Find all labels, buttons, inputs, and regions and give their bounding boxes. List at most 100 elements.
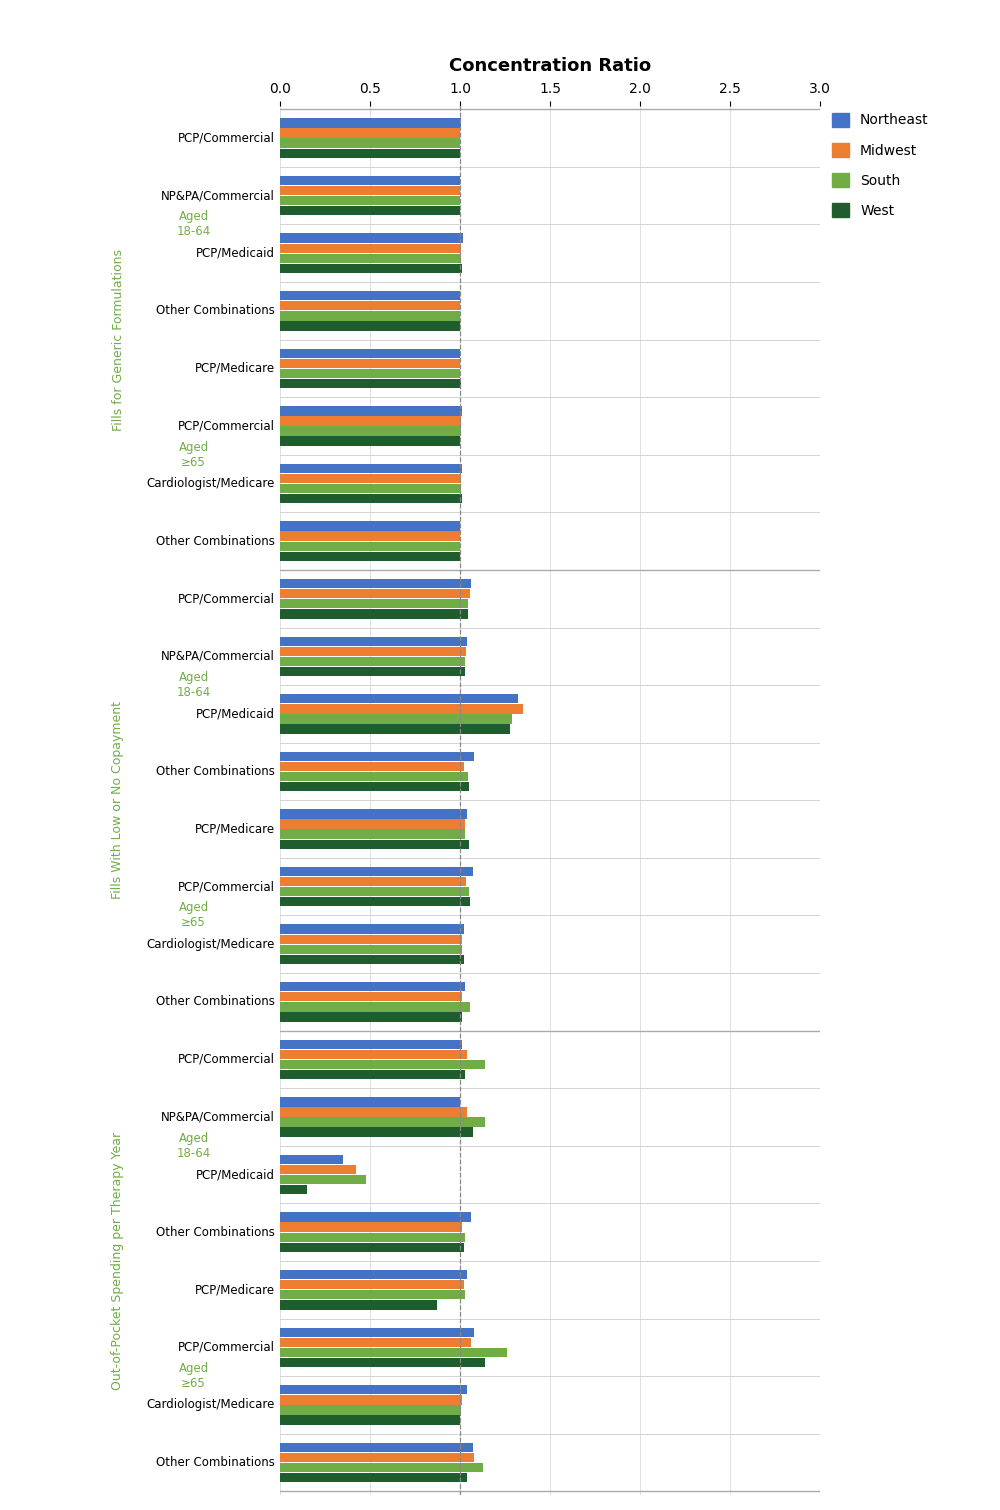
Text: PCP/Medicaid: PCP/Medicaid [196,707,275,720]
Bar [280,1270,467,1279]
Bar [280,186,460,195]
Bar [280,1415,460,1425]
Bar [280,1128,473,1137]
Bar [280,1395,462,1404]
Bar [280,474,461,483]
Text: Fills With Low or No Copayment: Fills With Low or No Copayment [112,701,124,900]
Bar [280,589,470,598]
Bar [280,1164,356,1175]
Bar [280,1213,471,1222]
Text: NP&PA/Commercial: NP&PA/Commercial [161,1110,275,1123]
Text: Other Combinations: Other Combinations [156,995,275,1009]
Bar [280,300,460,311]
Bar [280,1243,464,1252]
Bar [280,1357,485,1367]
Text: Other Combinations: Other Combinations [156,1456,275,1469]
Bar [280,1463,483,1472]
Text: PCP/Medicaid: PCP/Medicaid [196,1169,275,1181]
Text: NP&PA/Commercial: NP&PA/Commercial [161,649,275,663]
Bar [280,924,464,933]
Bar [280,886,469,897]
Bar [280,1107,467,1117]
Bar [280,992,462,1001]
Bar [280,379,461,388]
Bar [280,646,466,655]
Legend: Northeast, Midwest, South, West: Northeast, Midwest, South, West [832,113,929,217]
Bar [280,359,460,368]
Text: Aged
18-64: Aged 18-64 [176,210,211,239]
Bar [280,761,464,772]
Bar [280,752,474,761]
Bar [280,1442,473,1453]
Bar [280,782,469,791]
Text: Fills for Generic Formulations: Fills for Generic Formulations [112,249,124,430]
Bar [280,1385,467,1395]
Bar [280,945,462,954]
Bar [280,175,460,186]
Text: Aged
18-64: Aged 18-64 [176,1132,211,1160]
Text: PCP/Commercial: PCP/Commercial [178,880,275,894]
Bar [280,704,523,714]
Text: PCP/Medicare: PCP/Medicare [194,362,275,374]
Bar [280,118,461,128]
Bar [280,322,460,331]
Bar [280,196,460,205]
Text: Other Combinations: Other Combinations [156,766,275,778]
Bar [280,867,473,876]
Bar [280,1453,474,1462]
Bar [280,1300,437,1309]
Bar [280,205,460,216]
Bar [280,311,460,320]
Bar [280,494,462,503]
Bar [280,436,460,445]
Bar [280,1327,474,1336]
Bar [280,417,461,426]
Bar [280,368,460,378]
Bar [280,1406,461,1415]
Bar [280,1012,462,1022]
Bar [280,954,464,963]
Text: Aged
≥65: Aged ≥65 [178,901,209,930]
Text: NP&PA/Commercial: NP&PA/Commercial [161,189,275,202]
Bar [280,243,461,252]
Bar [280,609,468,619]
Text: PCP/Commercial: PCP/Commercial [178,592,275,606]
Bar [280,1117,485,1126]
Text: Other Combinations: Other Combinations [156,305,275,317]
Bar [280,829,465,840]
Bar [280,809,467,818]
Bar [280,1185,307,1194]
Text: PCP/Commercial: PCP/Commercial [178,1052,275,1066]
Bar [280,725,510,734]
Bar [280,532,460,541]
Bar [280,464,462,473]
X-axis label: Concentration Ratio: Concentration Ratio [449,57,651,76]
Text: Other Combinations: Other Combinations [156,1226,275,1238]
Bar [280,1049,467,1059]
Text: PCP/Commercial: PCP/Commercial [178,131,275,145]
Text: Cardiologist/Medicare: Cardiologist/Medicare [146,938,275,951]
Bar [280,406,462,415]
Bar [280,1071,465,1080]
Text: Aged
18-64: Aged 18-64 [176,670,211,699]
Bar [280,1348,507,1357]
Bar [280,667,465,676]
Text: PCP/Commercial: PCP/Commercial [178,1341,275,1354]
Bar [280,982,465,992]
Bar [280,483,461,494]
Bar [280,637,467,646]
Bar [280,840,469,849]
Text: PCP/Medicare: PCP/Medicare [194,823,275,835]
Bar [280,714,512,723]
Bar [280,1290,465,1300]
Bar [280,599,468,609]
Bar [280,1223,462,1232]
Text: PCP/Commercial: PCP/Commercial [178,420,275,432]
Bar [280,234,463,243]
Bar [280,1175,366,1184]
Bar [280,291,460,300]
Bar [280,426,461,436]
Bar [280,1472,467,1483]
Bar [280,772,468,781]
Bar [280,349,460,358]
